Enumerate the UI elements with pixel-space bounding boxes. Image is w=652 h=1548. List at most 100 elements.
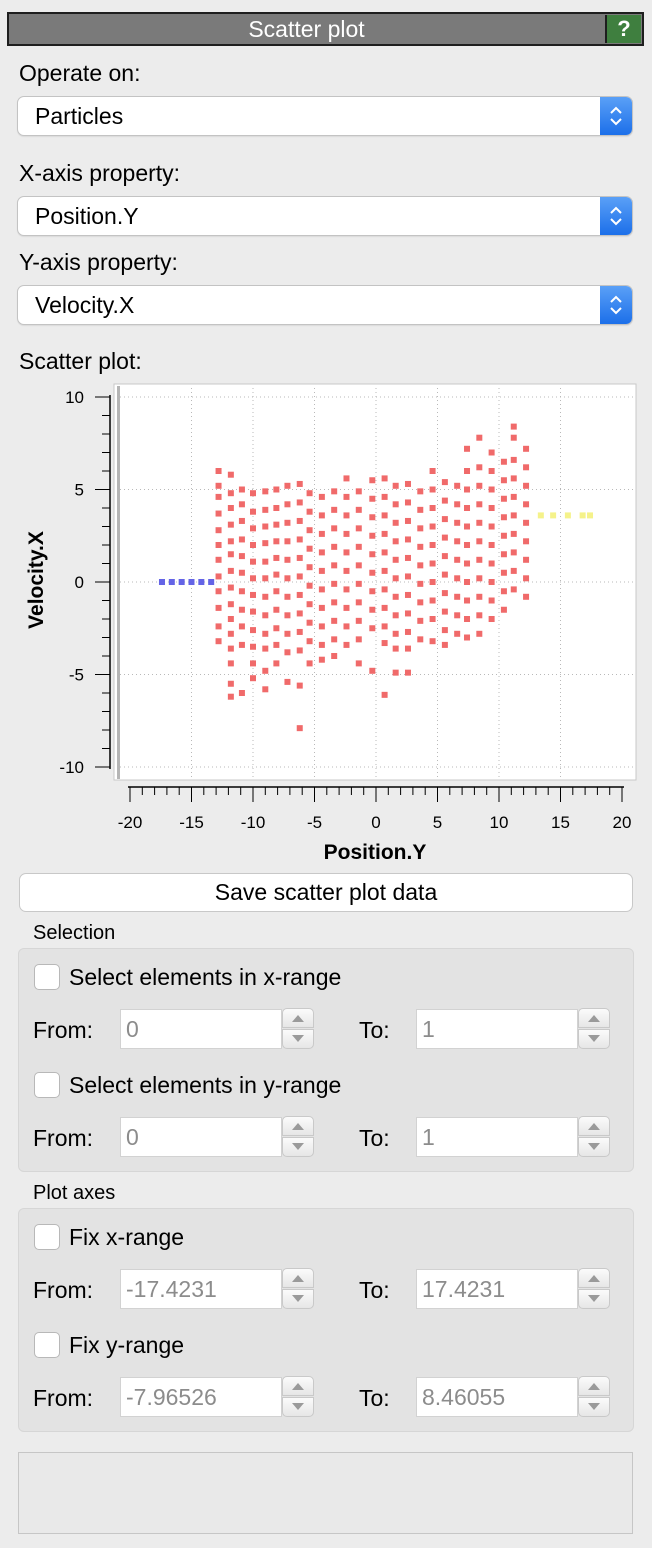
scatter-point: [392, 538, 399, 545]
scatter-point: [273, 505, 280, 511]
scatter-point: [284, 519, 291, 526]
x-tick-label: -15: [179, 813, 204, 832]
stepper-down-icon[interactable]: [578, 1289, 610, 1309]
fix-y-range-checkbox[interactable]: [34, 1332, 60, 1358]
scatter-point: [215, 638, 222, 645]
scatter-point: [273, 571, 280, 578]
scatter-point: [250, 643, 256, 650]
operate-on-select[interactable]: Particles: [17, 96, 633, 136]
y-range-from-label: From:: [33, 1125, 94, 1151]
x-axis-title: Position.Y: [324, 841, 427, 864]
select-y-range-checkbox[interactable]: [34, 1072, 60, 1098]
x-range-to-stepper[interactable]: [578, 1008, 610, 1050]
axis-x-from-stepper[interactable]: [282, 1268, 314, 1310]
x-range-to-input[interactable]: 1: [416, 1009, 578, 1049]
scatter-point: [238, 501, 245, 508]
scatter-point: [464, 542, 471, 548]
scatter-point: [417, 599, 424, 606]
x-range-from-stepper[interactable]: [282, 1008, 314, 1050]
scatter-point: [331, 636, 338, 643]
axis-y-from-input[interactable]: -7.96526: [120, 1377, 282, 1417]
scatter-point: [273, 660, 280, 667]
stepper-up-icon[interactable]: [282, 1268, 314, 1288]
fix-x-range-checkbox[interactable]: [34, 1224, 60, 1250]
scatter-point: [227, 521, 234, 528]
stepper-down-icon[interactable]: [282, 1029, 314, 1049]
y-range-from-stepper[interactable]: [282, 1116, 314, 1158]
scatter-point: [215, 527, 222, 534]
y-range-to-label: To:: [359, 1125, 390, 1151]
stepper-down-icon[interactable]: [578, 1397, 610, 1417]
x-range-from-input[interactable]: 0: [120, 1009, 282, 1049]
stepper-up-icon[interactable]: [578, 1376, 610, 1396]
scatter-point: [441, 571, 448, 578]
scatter-point: [369, 588, 376, 595]
scatter-point: [381, 691, 388, 698]
stepper-up-icon[interactable]: [578, 1116, 610, 1136]
stepper-down-icon[interactable]: [282, 1289, 314, 1309]
scatter-point: [417, 525, 424, 532]
scatter-point: [343, 475, 350, 482]
stepper-down-icon[interactable]: [282, 1137, 314, 1157]
scatter-point: [355, 636, 362, 643]
scatter-point: [392, 669, 399, 676]
scatter-point: [306, 582, 313, 589]
scatter-point: [343, 623, 350, 630]
scatter-point: [429, 616, 436, 622]
stepper-up-icon[interactable]: [578, 1008, 610, 1028]
scatter-point: [404, 499, 411, 506]
scatter-point: [381, 493, 388, 500]
scatter-point: [215, 493, 222, 500]
help-button[interactable]: ?: [605, 15, 641, 43]
y-range-to-input[interactable]: 1: [416, 1117, 578, 1157]
y-range-from-input[interactable]: 0: [120, 1117, 282, 1157]
y-axis-property-select[interactable]: Velocity.X: [17, 285, 633, 325]
axis-x-from-input[interactable]: -17.4231: [120, 1269, 282, 1309]
scatter-point: [369, 532, 376, 539]
fix-x-range-label: Fix x-range: [69, 1224, 185, 1250]
scatter-point: [454, 556, 461, 563]
stepper-up-icon[interactable]: [578, 1268, 610, 1288]
scatter-point: [523, 538, 530, 545]
scatter-point: [369, 495, 376, 502]
plot-tick-labels: 10 5 0 -5 -10 -20 -15 -10 -5 0 5 10 15 20: [59, 388, 631, 832]
scatter-point: [510, 512, 517, 519]
scatter-point: [417, 488, 424, 495]
scatter-plot-label: Scatter plot:: [19, 348, 142, 374]
status-area: [18, 1452, 633, 1534]
scatter-point: [381, 623, 388, 630]
y-range-to-value: 1: [422, 1124, 435, 1150]
scatter-point: [284, 593, 291, 600]
scatter-point: [417, 506, 424, 513]
scatter-point: [523, 501, 530, 508]
select-x-range-checkbox[interactable]: [34, 964, 60, 990]
stepper-up-icon[interactable]: [282, 1008, 314, 1028]
axis-y-to-stepper[interactable]: [578, 1376, 610, 1418]
scatter-point: [215, 482, 222, 489]
scatter-point: [454, 501, 461, 508]
stepper-up-icon[interactable]: [282, 1376, 314, 1396]
x-axis-property-select[interactable]: Position.Y: [17, 196, 633, 236]
axis-x-to-stepper[interactable]: [578, 1268, 610, 1310]
scatter-point: [510, 530, 517, 537]
scatter-point: [464, 560, 471, 567]
axis-y-to-input[interactable]: 8.46055: [416, 1377, 578, 1417]
save-scatter-plot-data-button[interactable]: Save scatter plot data: [19, 873, 633, 912]
stepper-up-icon[interactable]: [282, 1116, 314, 1136]
scatter-point: [273, 486, 280, 493]
scatter-point: [488, 468, 495, 474]
scatter-point: [262, 506, 269, 513]
scatter-point: [227, 630, 234, 637]
y-range-to-stepper[interactable]: [578, 1116, 610, 1158]
scatter-point: [441, 608, 448, 615]
stepper-down-icon[interactable]: [578, 1137, 610, 1157]
scatter-point: [250, 508, 256, 515]
scatter-point: [284, 678, 291, 685]
axis-y-from-stepper[interactable]: [282, 1376, 314, 1418]
stepper-down-icon[interactable]: [282, 1397, 314, 1417]
plot-axes-group-title: Plot axes: [33, 1182, 116, 1204]
axis-x-to-input[interactable]: 17.4231: [416, 1269, 578, 1309]
scatter-point: [343, 530, 350, 537]
stepper-down-icon[interactable]: [578, 1029, 610, 1049]
scatter-point: [215, 588, 222, 595]
